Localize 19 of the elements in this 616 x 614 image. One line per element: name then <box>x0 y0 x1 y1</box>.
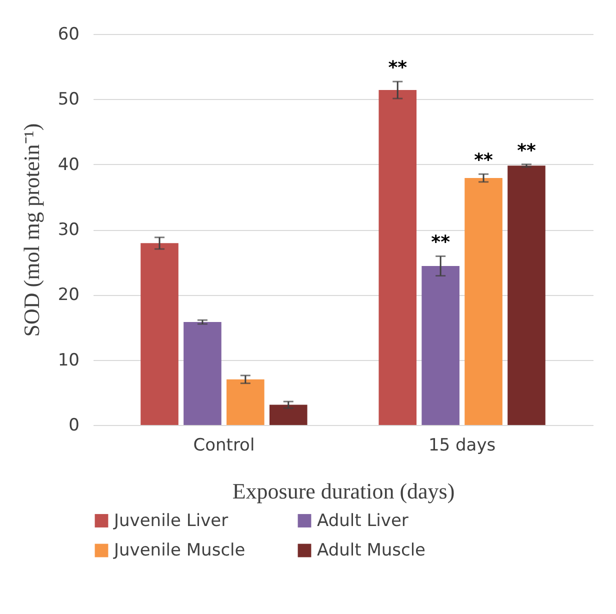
y-tick-label: 60 <box>58 24 80 44</box>
y-tick-label: 20 <box>58 285 80 306</box>
y-tick-label: 40 <box>58 154 80 175</box>
y-tick-label: 10 <box>58 350 80 370</box>
legend-label: Juvenile Muscle <box>113 540 246 560</box>
legend-label: Juvenile Liver <box>113 510 228 531</box>
annotation: ** <box>517 140 536 162</box>
y-tick-label: 30 <box>58 220 80 240</box>
legend-label: Adult Liver <box>317 510 408 531</box>
x-axis-title: Exposure duration (days) <box>232 478 455 504</box>
annotation: ** <box>431 232 451 254</box>
y-axis-title: SOD (mol mg protein⁻¹) <box>18 123 44 337</box>
x-tick-label: 15 days <box>428 436 496 456</box>
annotation: ** <box>388 58 408 79</box>
annotation: ** <box>474 150 494 172</box>
y-tick-label: 0 <box>68 416 80 436</box>
legend-label: Adult Muscle <box>317 540 426 560</box>
y-tick-label: 50 <box>58 90 80 110</box>
x-tick-label: Control <box>193 436 255 456</box>
